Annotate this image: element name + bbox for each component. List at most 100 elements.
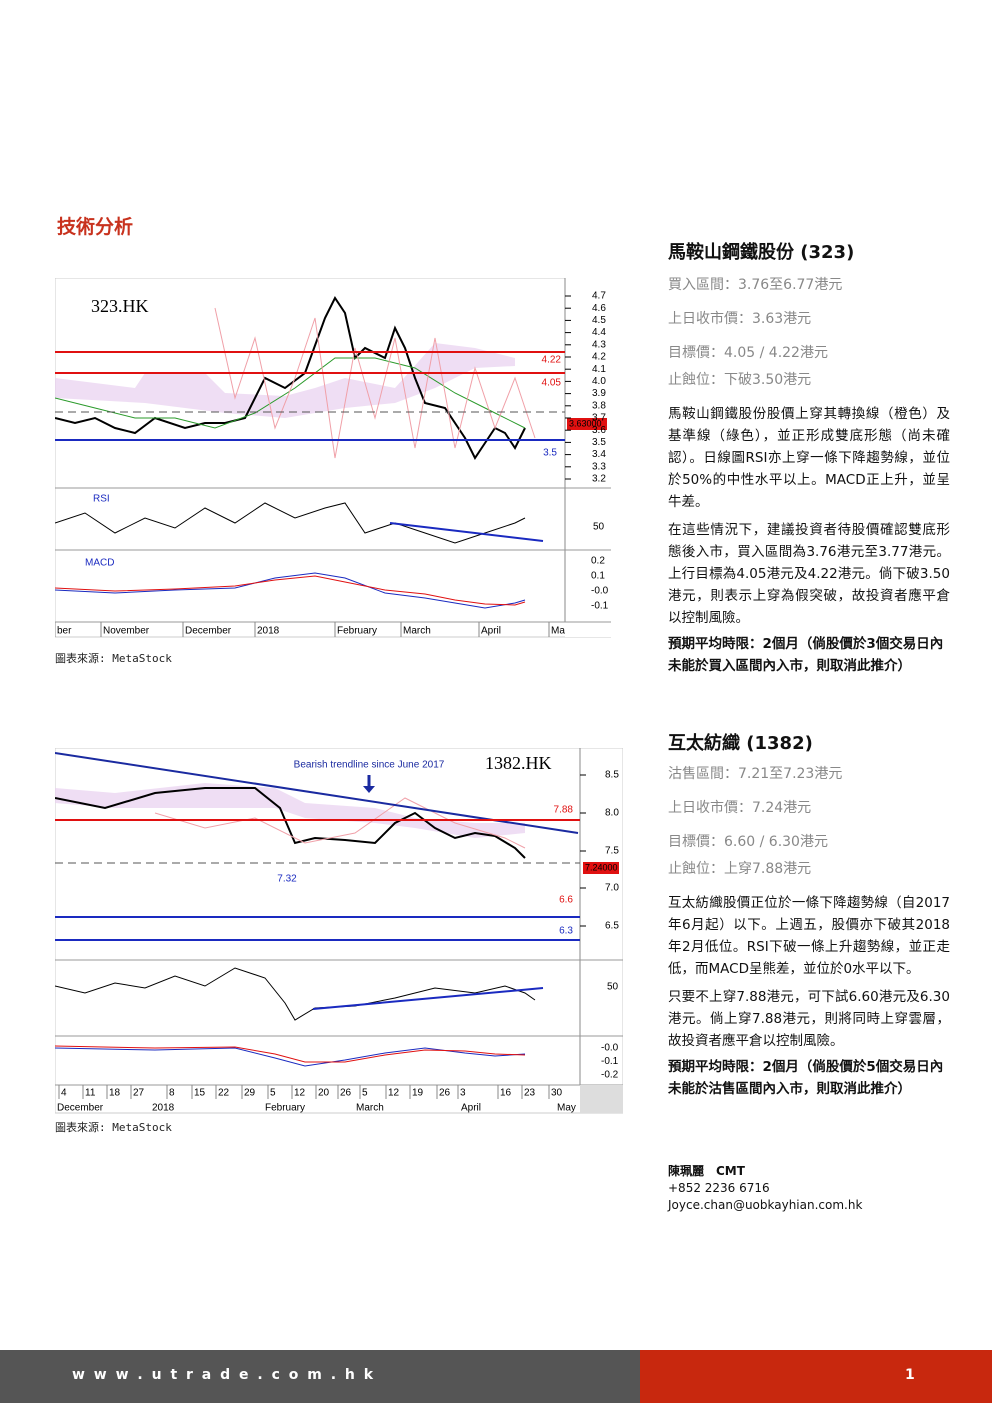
x-tick-label: 20 [318, 1088, 330, 1099]
macd-tick-label: -0.0 [591, 586, 609, 597]
field: 買入區間：3.76至6.77港元 [668, 277, 843, 293]
chart-label: 323.HK [91, 296, 149, 316]
field: 止蝕位：上穿7.88港元 [668, 861, 812, 877]
annotation: Bearish trendline since June 2017 [294, 760, 445, 771]
y-tick-label: 3.4 [592, 449, 606, 460]
field: 上日收市價：3.63港元 [668, 311, 812, 327]
paragraph: 只要不上穿7.88港元，可下試6.60港元及6.30港元。倘上穿7.88港元，則… [668, 989, 950, 1049]
x-tick-label: 27 [133, 1088, 145, 1099]
x-tick-label: February [337, 626, 377, 637]
chart-source: 圖表來源: MetaStock [55, 1121, 172, 1134]
y-tick-label: 3.9 [592, 388, 606, 399]
y-tick-label: 4.0 [592, 376, 606, 387]
section-title: 技術分析 [57, 216, 134, 238]
x-tick-label: December [57, 1103, 104, 1114]
chart-source: 圖表來源: MetaStock [55, 652, 172, 665]
stock-title: 互太紡織 (1382) [668, 733, 813, 754]
y-tick-label: 3.2 [592, 474, 606, 485]
x-tick-label: 8 [169, 1088, 175, 1099]
y-tick-label: 7.5 [605, 846, 619, 857]
chart-label: 1382.HK [485, 753, 552, 773]
y-tick-label: 4.4 [592, 327, 606, 338]
field: 目標價：4.05 / 4.22港元 [668, 345, 828, 361]
field: 目標價：6.60 / 6.30港元 [668, 834, 828, 850]
footer-bar [0, 1350, 640, 1403]
x-tick-label: 2018 [257, 626, 280, 637]
price-label: 7.24000 [585, 862, 618, 872]
y-tick-label: 6.5 [605, 921, 619, 932]
x-tick-label: 3 [460, 1088, 466, 1099]
contact-name: 陳珮麗 CMT [668, 1164, 745, 1178]
chart-323: 323.HK 4.22 4.05 3.63000 3.5 RSI MACD 4.… [55, 278, 611, 638]
y-tick-label: 4.7 [592, 291, 606, 302]
macd-tick-label: 0.2 [591, 556, 605, 567]
price-label: 4.05 [542, 378, 562, 389]
x-tick-label: February [265, 1103, 305, 1114]
footer-url: w w w . u t r a d e . c o m . h k [72, 1367, 376, 1383]
x-tick-label: 30 [551, 1088, 563, 1099]
stock-title: 馬鞍山鋼鐵股份 (323) [668, 242, 855, 263]
x-tick-label: 26 [340, 1088, 352, 1099]
horizon: 預期平均時限：2個月（倘股價於5個交易日內未能於沽售區間內入市，則取消此推介） [668, 1059, 944, 1097]
x-tick-label: 26 [439, 1088, 451, 1099]
x-tick-label: March [403, 626, 431, 637]
stock-1382: 互太紡織 (1382) 沽售區間：7.21至7.23港元 上日收市價：7.24港元… [668, 729, 950, 1100]
y-tick-label: 4.5 [592, 315, 606, 326]
macd-tick-label: 0.1 [591, 571, 605, 582]
footer-bar-red [640, 1350, 992, 1403]
x-tick-label: ber [57, 626, 72, 637]
x-tick-label: 29 [244, 1088, 256, 1099]
price-label: 7.88 [554, 805, 574, 816]
contact-email: Joyce.chan@uobkayhian.com.hk [668, 1198, 863, 1212]
page-number: 1 [905, 1367, 915, 1383]
paragraph: 互太紡織股價正位於一條下降趨勢線（自2017年6月起）以下。上週五，股價亦下破其… [668, 895, 950, 977]
x-tick-label: December [185, 626, 232, 637]
field: 沽售區間：7.21至7.23港元 [668, 766, 843, 782]
x-tick-label: 12 [294, 1088, 306, 1099]
x-tick-label: 11 [85, 1088, 96, 1099]
y-tick-label: 4.3 [592, 339, 606, 350]
y-tick-label: 3.8 [592, 400, 606, 411]
price-label: 6.6 [559, 895, 573, 906]
y-tick-label: 8.5 [605, 770, 619, 781]
contact-phone: +852 2236 6716 [668, 1181, 770, 1195]
rsi-tick-label: 50 [607, 982, 619, 993]
macd-tick-label: -0.2 [601, 1070, 619, 1081]
paragraph: 馬鞍山鋼鐵股份股價上穿其轉換線（橙色）及基準線（綠色），並正形成雙底形態（尚未確… [668, 406, 950, 510]
chart-1382: Bearish trendline since June 2017 1382.H… [55, 748, 623, 1114]
x-tick-label: 16 [500, 1088, 512, 1099]
x-tick-label: 5 [362, 1088, 368, 1099]
y-tick-label: 3.6 [592, 425, 606, 436]
y-tick-label: 4.6 [592, 303, 606, 314]
x-tick-label: 12 [388, 1088, 400, 1099]
y-tick-label: 8.0 [605, 808, 619, 819]
x-tick-label: April [461, 1103, 481, 1114]
stock-323: 馬鞍山鋼鐵股份 (323) 買入區間：3.76至6.77港元 上日收市價：3.63… [668, 238, 950, 677]
x-tick-label: 5 [270, 1088, 276, 1099]
price-label: 3.63000 [569, 418, 602, 428]
rsi-label: RSI [93, 494, 110, 505]
x-tick-label: 2018 [152, 1103, 175, 1114]
contact: 陳珮麗 CMT +852 2236 6716 Joyce.chan@uobkay… [668, 1163, 950, 1214]
x-tick-label: 18 [109, 1088, 121, 1099]
field: 止蝕位：下破3.50港元 [668, 372, 812, 388]
macd-tick-label: -0.1 [601, 1056, 619, 1067]
horizon: 預期平均時限：2個月（倘股價於3個交易日內未能於買入區間內入市，則取消此推介） [668, 636, 944, 674]
x-tick-label: 15 [194, 1088, 206, 1099]
y-tick-label: 3.7 [592, 413, 606, 424]
y-tick-label: 3.3 [592, 461, 606, 472]
y-tick-label: 7.0 [605, 883, 619, 894]
macd-tick-label: -0.0 [601, 1043, 619, 1054]
x-tick-label: 23 [524, 1088, 536, 1099]
y-tick-label: 4.1 [592, 364, 606, 375]
x-tick-label: March [356, 1103, 384, 1114]
x-tick-label: 22 [218, 1088, 230, 1099]
field: 上日收市價：7.24港元 [668, 800, 812, 816]
x-tick-label: 4 [61, 1088, 67, 1099]
x-tick-label: 19 [412, 1088, 424, 1099]
price-label: 3.5 [543, 448, 557, 459]
y-tick-label: 4.2 [592, 352, 606, 363]
y-tick-label: 3.5 [592, 437, 606, 448]
macd-label: MACD [85, 558, 114, 569]
